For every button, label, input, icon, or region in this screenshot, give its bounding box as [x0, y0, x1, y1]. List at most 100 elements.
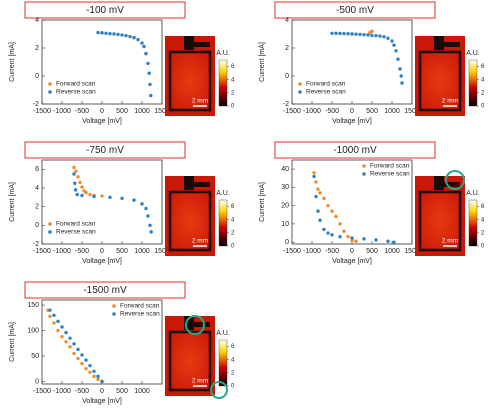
- data-point: [330, 209, 334, 213]
- data-point: [374, 33, 378, 38]
- map-arm: [184, 42, 210, 47]
- data-point: [330, 31, 334, 35]
- data-point: [316, 209, 320, 213]
- data-point: [370, 33, 374, 38]
- y-tick-label: 0: [35, 222, 39, 229]
- data-point: [96, 30, 100, 35]
- colorbar-tick-label: 6: [231, 204, 235, 210]
- colorbar-tick-label: 0: [231, 384, 235, 390]
- data-point: [370, 29, 374, 33]
- data-point: [386, 239, 390, 243]
- data-point: [120, 33, 124, 37]
- x-tick-label: -1500: [33, 108, 51, 115]
- data-point: [322, 196, 326, 201]
- data-point: [88, 363, 92, 368]
- colorbar: [218, 339, 228, 387]
- scale-bar-label: 2 mm: [192, 378, 208, 385]
- legend-marker: [362, 172, 366, 176]
- data-point: [378, 34, 382, 38]
- data-point: [140, 41, 144, 45]
- x-tick-label: 1000: [384, 108, 400, 115]
- map-arm: [434, 42, 460, 47]
- data-point: [73, 188, 78, 192]
- x-tick-label: -500: [325, 108, 339, 115]
- data-point: [72, 172, 76, 176]
- data-point: [146, 214, 150, 218]
- data-point: [148, 223, 152, 228]
- data-point: [399, 74, 403, 78]
- x-tick-label: 0: [350, 248, 354, 255]
- x-tick-label: 1500: [154, 108, 170, 115]
- x-tick-label: -1500: [33, 248, 51, 255]
- colorbar-tick-label: 2: [481, 230, 485, 236]
- colorbar-label: A.U.: [466, 50, 480, 57]
- x-axis-label: Voltage [mV]: [332, 118, 372, 125]
- colorbar-tick-label: 6: [481, 64, 485, 70]
- map-frame: [168, 330, 212, 392]
- data-point: [334, 31, 338, 35]
- data-point: [132, 35, 136, 40]
- data-point: [73, 181, 77, 186]
- data-point: [92, 369, 96, 373]
- data-point: [326, 203, 330, 208]
- scale-bar-label: 2 mm: [192, 98, 208, 105]
- data-point: [314, 194, 318, 199]
- colorbar-tick-label: 6: [481, 204, 485, 210]
- colorbar-tick-label: 6: [231, 344, 235, 350]
- colorbar-label: A.U.: [216, 190, 230, 197]
- legend-marker: [112, 304, 116, 308]
- data-point: [366, 33, 370, 37]
- data-point: [128, 34, 132, 39]
- data-point: [312, 174, 316, 179]
- legend-marker: [112, 312, 116, 316]
- data-point: [112, 32, 116, 36]
- legend-label: Forward scan: [56, 81, 96, 88]
- data-point: [350, 236, 354, 240]
- colorbar-tick-label: 2: [231, 90, 235, 96]
- data-point: [56, 319, 60, 324]
- data-point: [76, 356, 80, 361]
- data-point: [68, 345, 72, 349]
- data-point: [330, 233, 334, 237]
- x-tick-label: -1500: [283, 248, 301, 255]
- data-point: [316, 187, 320, 191]
- chart-title: -750 mV: [86, 145, 124, 156]
- data-point: [80, 353, 84, 357]
- panel: -1500 mV 0 50 100 150 -1500 -1000 -500 0 500 1000 V…: [9, 281, 235, 405]
- y-tick-label: 10: [281, 221, 289, 228]
- y-tick-label: 20: [281, 202, 289, 209]
- data-point: [60, 334, 64, 339]
- x-tick-label: 500: [116, 248, 128, 255]
- scale-bar-label: 2 mm: [192, 238, 208, 245]
- data-point: [146, 61, 150, 66]
- y-tick-label: -2: [283, 101, 289, 108]
- data-point: [326, 231, 330, 235]
- data-point: [72, 165, 76, 170]
- data-point: [56, 328, 60, 333]
- chart-title: -1500 mV: [83, 285, 127, 296]
- colorbar: [468, 59, 478, 107]
- colorbar-tick-label: 0: [481, 244, 485, 250]
- data-point: [116, 32, 120, 37]
- plot-frame: [41, 159, 163, 245]
- y-tick-label: 40: [281, 166, 289, 173]
- title-box: [274, 141, 436, 159]
- title-box: [24, 141, 186, 159]
- y-tick-label: 100: [27, 327, 39, 334]
- highlight-circle: [445, 170, 465, 190]
- y-axis-label: Current [mA]: [9, 42, 16, 82]
- x-tick-label: -500: [75, 248, 89, 255]
- legend-label: Reverse scan: [370, 171, 410, 178]
- y-tick-label: 4: [35, 17, 39, 24]
- x-tick-label: -1000: [303, 108, 321, 115]
- colorbar-tick-label: 2: [231, 370, 235, 376]
- data-point: [64, 330, 68, 335]
- colorbar-tick-label: 0: [231, 244, 235, 250]
- data-point: [72, 342, 76, 346]
- map-frame: [168, 190, 212, 252]
- data-point: [396, 57, 400, 61]
- plot-frame: [41, 19, 163, 105]
- colorbar-tick-label: 4: [231, 357, 235, 363]
- map-frame: [418, 190, 462, 252]
- chart-title: -1000 mV: [333, 145, 377, 156]
